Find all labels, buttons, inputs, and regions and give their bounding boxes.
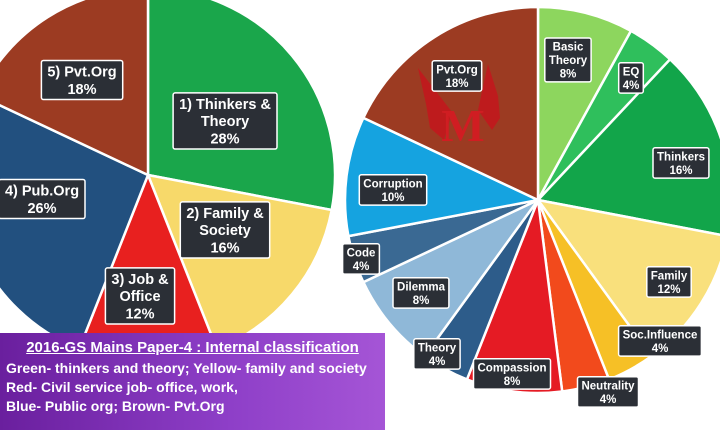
overall-label-box: [172, 92, 278, 150]
overall-slice-4-pub-org-3: [0, 103, 150, 351]
detailed-label-value: 8%: [413, 295, 430, 307]
detailed-label-box: [646, 266, 692, 298]
detailed-label-box: [341, 243, 381, 275]
detailed-label-theory: Theory 4%: [413, 338, 461, 370]
detailed-label-text: Dilemma: [397, 281, 446, 293]
detailed-label-compassion: Compassion 8%: [472, 358, 552, 390]
detailed-label-value: 4%: [652, 343, 669, 355]
detailed-label-box: [617, 325, 703, 357]
detailed-label-text: EQ: [623, 66, 640, 78]
detailed-label-text: Thinkers: [657, 151, 705, 163]
detailed-label-text: Pvt.Org: [436, 64, 478, 76]
detailed-label-box: [576, 376, 640, 408]
detailed-label-value: 4%: [353, 261, 370, 273]
logo-letter: M: [441, 100, 484, 151]
overall-label-text: 1) Thinkers &: [179, 97, 271, 113]
detailed-label-text: Basic: [553, 42, 584, 54]
detailed-label-box: [544, 37, 592, 83]
overall-label-box: [0, 178, 86, 220]
overall-label-value: 12%: [125, 306, 154, 322]
detailed-label-code: Code 4%: [341, 243, 381, 275]
legend-title: 2016-GS Mains Paper-4 : Internal classif…: [26, 339, 359, 356]
detailed-label-value: 4%: [623, 80, 640, 92]
detailed-label-value: 8%: [504, 376, 521, 388]
detailed-label-value: 18%: [445, 78, 468, 90]
detailed-label-text: Code: [347, 247, 376, 259]
detailed-label-text: Soc.Influence: [623, 329, 698, 341]
legend-line-blue-brown: Blue- Public org; Brown- Pvt.Org: [6, 398, 225, 414]
detailed-label-box: [392, 277, 450, 309]
detailed-label-box: [652, 147, 710, 179]
overall-label-text: Theory: [201, 114, 249, 130]
overall-label-value: 18%: [67, 82, 96, 98]
overall-label-box: [104, 267, 176, 325]
legend-line-green-yellow: Green- thinkers and theory; Yellow- fami…: [6, 360, 367, 376]
overall-label-box: [40, 59, 124, 101]
detailed-label-text: Theory: [549, 55, 588, 67]
logo-wing-right: [478, 64, 500, 130]
detailed-label-value: 8%: [560, 69, 577, 81]
detailed-slice-compassion-6: [465, 199, 564, 395]
overall-label-text: Society: [199, 223, 251, 239]
detailed-slice-pvt-org-11: [361, 5, 540, 202]
logo-wing-left: [418, 68, 452, 140]
overall-label-text: 5) Pvt.Org: [47, 65, 116, 81]
detailed-label-corruption: Corruption 10%: [358, 174, 428, 206]
detailed-label-thinkers: Thinkers 16%: [652, 147, 710, 179]
detailed-label-text: Theory: [418, 342, 457, 354]
detailed-slice-thinkers-2: [535, 57, 720, 236]
detailed-label-box: [617, 62, 645, 94]
detailed-label-value: 4%: [429, 356, 446, 368]
detailed-label-soc-influence: Soc.Influence 4%: [617, 325, 703, 357]
brand-logo: M: [418, 64, 500, 151]
legend-panel: 2016-GS Mains Paper-4 : Internal classif…: [0, 333, 385, 430]
overall-label-text: 3) Job &: [111, 272, 169, 288]
overall-label-text: Office: [119, 289, 160, 305]
detailed-label-neutrality: Neutrality 4%: [576, 376, 640, 408]
detailed-label-eq: EQ 4%: [617, 62, 645, 94]
detailed-label-box: [431, 60, 483, 92]
detailed-label-family: Family 12%: [646, 266, 692, 298]
overall-label-value: 28%: [210, 131, 239, 147]
detailed-label-text: Compassion: [477, 362, 546, 374]
detailed-label-pvt-org: Pvt.Org 18%: [431, 60, 483, 92]
detailed-label-box: [358, 174, 428, 206]
detailed-label-box: [472, 358, 552, 390]
detailed-label-box: [413, 338, 461, 370]
overall-label-value: 26%: [27, 201, 56, 217]
detailed-label-value: 12%: [657, 284, 680, 296]
overall-label-text: 4) Pub.Org: [5, 184, 79, 200]
detailed-label-dilemma: Dilemma 8%: [392, 277, 450, 309]
detailed-label-value: 10%: [381, 192, 404, 204]
overall-label-text: 2) Family &: [186, 206, 264, 222]
overall-label-value: 16%: [210, 240, 239, 256]
detailed-slice-corruption-10: [343, 116, 543, 238]
detailed-label-text: Family: [651, 270, 688, 282]
detailed-label-value: 16%: [669, 165, 692, 177]
detailed-label-text: Neutrality: [581, 380, 635, 392]
legend-line-red: Red- Civil service job- office, work,: [6, 379, 238, 395]
detailed-label-value: 4%: [600, 394, 617, 406]
detailed-label-text: Corruption: [363, 178, 422, 190]
overall-label-box: [179, 201, 271, 259]
